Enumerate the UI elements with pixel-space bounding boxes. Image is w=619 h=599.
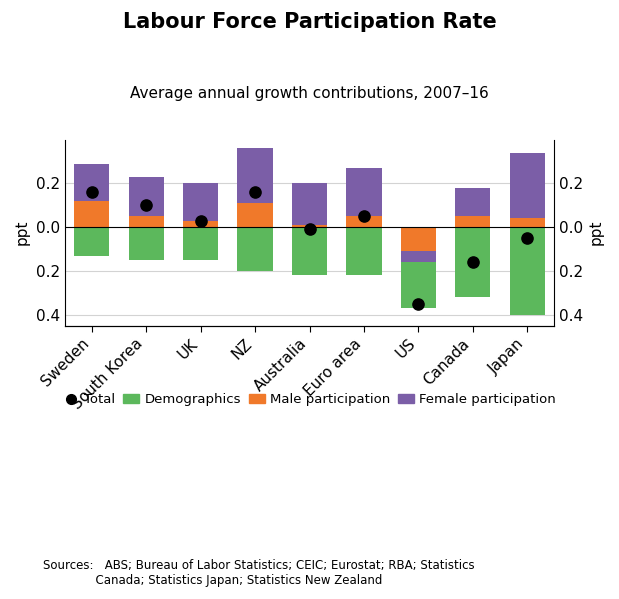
Point <box>305 225 314 234</box>
Point <box>87 187 97 197</box>
Point <box>468 258 478 267</box>
Bar <box>74 164 110 201</box>
Text: Labour Force Participation Rate: Labour Force Participation Rate <box>123 12 496 32</box>
Bar <box>509 227 545 314</box>
Bar <box>346 168 382 216</box>
Bar <box>400 227 436 251</box>
Point <box>359 211 369 221</box>
Bar <box>400 227 436 308</box>
Bar <box>455 227 490 297</box>
Point <box>196 216 206 225</box>
Bar <box>400 251 436 262</box>
Point <box>413 299 423 308</box>
Title: Average annual growth contributions, 2007–16: Average annual growth contributions, 200… <box>130 86 489 101</box>
Point <box>141 201 151 210</box>
Point <box>522 233 532 243</box>
Bar <box>237 203 273 227</box>
Bar <box>183 227 219 260</box>
Bar <box>237 149 273 203</box>
Bar <box>74 201 110 227</box>
Bar <box>292 227 327 276</box>
Y-axis label: ppt: ppt <box>589 220 604 246</box>
Point <box>250 187 260 197</box>
Bar <box>455 187 490 216</box>
Bar <box>129 216 164 227</box>
Bar <box>74 227 110 256</box>
Bar <box>509 153 545 219</box>
Bar <box>346 227 382 276</box>
Bar <box>346 216 382 227</box>
Bar <box>183 220 219 227</box>
Text: Sources:   ABS; Bureau of Labor Statistics; CEIC; Eurostat; RBA; Statistics
    : Sources: ABS; Bureau of Labor Statistics… <box>43 559 475 587</box>
Legend: Total, Demographics, Male participation, Female participation: Total, Demographics, Male participation,… <box>58 388 561 412</box>
Bar <box>292 183 327 225</box>
Bar <box>509 219 545 227</box>
Bar <box>292 225 327 227</box>
Bar <box>129 227 164 260</box>
Bar <box>455 216 490 227</box>
Bar <box>183 183 219 220</box>
Bar <box>237 227 273 271</box>
Bar <box>129 177 164 216</box>
Y-axis label: ppt: ppt <box>15 220 30 246</box>
